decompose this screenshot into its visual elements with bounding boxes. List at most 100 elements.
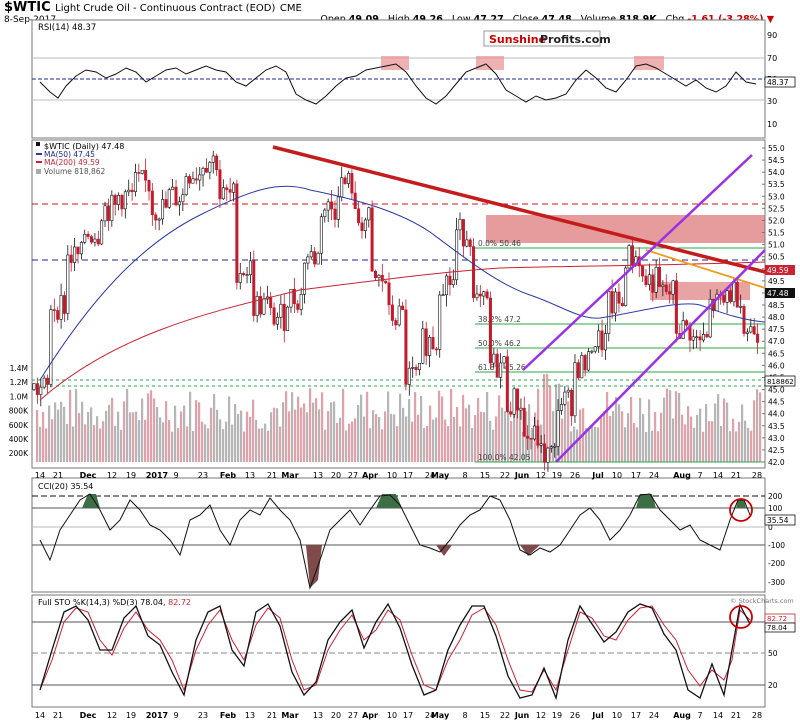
price-tick: 42.0	[768, 458, 785, 467]
volume-bar	[447, 426, 450, 462]
candle-body	[627, 245, 631, 269]
candle-body	[130, 189, 134, 193]
volume-tick: 1.0M	[10, 392, 28, 401]
candle-body	[455, 229, 459, 281]
volume-bar	[339, 417, 342, 462]
volume-bar	[96, 416, 99, 462]
volume-bar	[615, 396, 618, 462]
volume-bar	[354, 418, 357, 462]
candle-body	[401, 305, 405, 311]
price-tick: 54.0	[768, 168, 785, 177]
volume-bar	[495, 416, 498, 462]
sto-k-last: 78.04	[767, 624, 788, 632]
candle-body	[380, 275, 384, 282]
candle-body	[120, 195, 124, 210]
volume-bar	[225, 421, 228, 462]
volume-bar	[180, 411, 183, 462]
candle-body	[745, 331, 749, 334]
volume-bar	[621, 411, 624, 462]
candle-body	[336, 196, 340, 220]
volume-bar	[378, 417, 381, 462]
volume-bar	[486, 392, 489, 462]
volume-bar	[729, 431, 732, 462]
candle-body	[150, 190, 154, 216]
rsi-overbought-box	[634, 56, 664, 70]
volume-bar	[255, 419, 258, 462]
volume-bar	[318, 409, 321, 462]
candle-body	[397, 305, 401, 326]
candle-body	[482, 291, 486, 297]
candle-body	[140, 170, 144, 174]
x-tick: 9	[173, 471, 178, 480]
price-tick: 47.0	[768, 337, 785, 346]
volume-bar	[627, 413, 630, 462]
x-tick: 21	[267, 471, 277, 480]
candle-body	[536, 425, 540, 446]
volume-bar	[258, 428, 261, 462]
x-tick: 9	[173, 711, 178, 720]
volume-bar	[393, 414, 396, 462]
volume-bar	[228, 396, 231, 462]
x-tick: Dec	[80, 471, 97, 480]
candle-body	[404, 309, 408, 385]
candle-body	[133, 172, 137, 193]
volume-bar	[564, 405, 567, 462]
candle-body	[685, 320, 689, 326]
volume-bar	[735, 431, 738, 462]
price-tick: 46.0	[768, 361, 785, 370]
candle-body	[144, 170, 148, 181]
candle-body	[546, 447, 550, 463]
candle-body	[177, 201, 181, 206]
volume-bar	[345, 430, 348, 462]
x-tick: 7	[697, 711, 702, 720]
price-tick: 42.5	[768, 446, 785, 455]
candle-body	[492, 353, 496, 364]
candle-body	[691, 336, 695, 341]
candle-body	[458, 219, 462, 231]
x-tick: Jul	[591, 471, 604, 480]
volume-bar	[282, 402, 285, 462]
candle-body	[188, 176, 192, 184]
volume-bar	[54, 402, 57, 462]
x-tick: Mar	[281, 471, 298, 480]
candle-body	[221, 187, 225, 200]
candle-body	[495, 353, 499, 378]
x-tick: 28	[752, 711, 762, 720]
volume-bar	[174, 405, 177, 462]
volume-bar	[240, 410, 243, 462]
candle-body	[232, 183, 236, 193]
candle-body	[661, 284, 665, 287]
candle-body	[313, 251, 317, 265]
x-tick: 14	[713, 711, 723, 720]
volume-bar	[72, 426, 75, 462]
volume-bar	[414, 392, 417, 462]
volume-bar	[525, 411, 528, 462]
candle-body	[387, 282, 391, 306]
svg-text:Sunshine: Sunshine	[489, 33, 546, 46]
price-candles	[32, 150, 760, 472]
x-tick: 17	[631, 711, 641, 720]
candle-body	[739, 306, 743, 308]
volume-bar	[342, 388, 345, 462]
candle-body	[587, 351, 591, 371]
x-tick: 27	[348, 711, 358, 720]
volume-bar	[588, 428, 591, 462]
volume-bar	[483, 412, 486, 462]
candle-body	[488, 297, 492, 364]
volume-bar	[654, 412, 657, 462]
ma50-line	[39, 185, 766, 381]
candle-body	[641, 265, 645, 277]
price-tick: 44.0	[768, 410, 785, 419]
candle-body	[201, 167, 205, 176]
cci-tick: -200	[768, 559, 785, 568]
candle-body	[330, 201, 334, 210]
legend-price: $WTIC (Daily) 47.48	[44, 142, 124, 151]
candle-body	[333, 208, 337, 220]
candle-body	[553, 445, 557, 448]
volume-last: 818862	[767, 378, 794, 386]
candle-body	[607, 291, 611, 334]
volume-bar	[294, 409, 297, 462]
sto-k-line	[39, 602, 751, 701]
volume-bar	[366, 391, 369, 462]
volume-bar	[90, 407, 93, 462]
